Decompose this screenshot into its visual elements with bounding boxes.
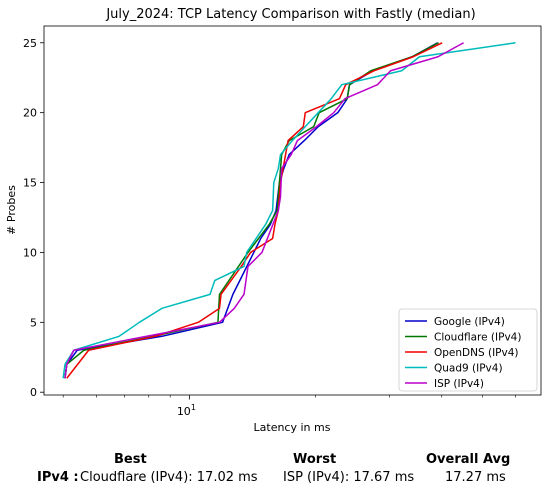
y-tick-label: 20: [23, 107, 37, 120]
x-tick-label: 101: [177, 403, 196, 418]
ipv4-row-label: IPv4 :: [37, 470, 79, 485]
overall-avg-value: 17.27 ms: [445, 470, 506, 485]
y-tick-label: 10: [23, 246, 37, 259]
legend-entry: Quad9 (IPv4): [434, 363, 503, 375]
x-axis-label: Latency in ms: [254, 421, 331, 434]
series-line-1: [64, 42, 438, 379]
series-line-4: [62, 42, 516, 379]
plot-area: 0 5 10 15 20 25 101: [23, 25, 542, 418]
worst-value: ISP (IPv4): 17.67 ms: [283, 470, 415, 485]
summary-table: Best Worst Overall Avg IPv4 : Cloudflare…: [0, 448, 548, 494]
legend-entry: Cloudflare (IPv4): [434, 332, 521, 344]
latency-chart: July_2024: TCP Latency Comparison with F…: [5, 7, 542, 434]
legend-entry: Google (IPv4): [434, 316, 505, 328]
legend-box: [398, 308, 538, 392]
y-tick-label: 0: [30, 386, 37, 399]
legend-entry: ISP (IPv4): [434, 378, 484, 390]
plot-frame: [43, 25, 542, 396]
series-line-3: [66, 42, 443, 379]
chart-title: July_2024: TCP Latency Comparison with F…: [105, 7, 475, 22]
series-line-2: [64, 42, 439, 379]
worst-header: Worst: [293, 452, 337, 467]
legend-entry: OpenDNS (IPv4): [434, 347, 519, 359]
y-tick-label: 5: [30, 316, 37, 329]
series-line-5: [64, 42, 464, 379]
y-axis-label: # Probes: [5, 185, 18, 235]
best-value: Cloudflare (IPv4): 17.02 ms: [80, 470, 258, 485]
legend: Google (IPv4) Cloudflare (IPv4) OpenDNS (I…: [398, 308, 538, 392]
y-tick-label: 25: [23, 37, 37, 50]
best-header: Best: [114, 452, 147, 467]
overall-avg-header: Overall Avg: [426, 452, 511, 467]
y-tick-label: 15: [23, 177, 37, 190]
